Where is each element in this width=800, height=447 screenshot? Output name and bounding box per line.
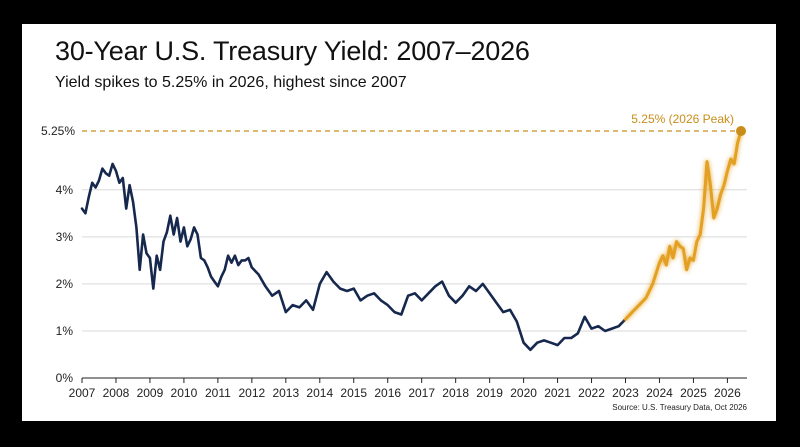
chart-card: 30-Year U.S. Treasury Yield: 2007–2026 Y… [22,24,776,421]
x-tick-label: 2014 [306,386,333,400]
x-tick-label: 2011 [205,386,231,400]
x-tick-label: 2013 [272,386,299,400]
x-tick-label: 2019 [476,386,503,400]
source-note: Source: U.S. Treasury Data, Oct 2026 [612,403,747,412]
x-tick-label: 2026 [714,386,741,400]
x-tick-label: 2016 [374,386,401,400]
chart-title: 30-Year U.S. Treasury Yield: 2007–2026 [55,36,530,66]
peak-point [736,126,746,136]
x-tick-label: 2020 [510,386,537,400]
series-line-recent [624,129,743,321]
y-tick-label: 3% [56,230,74,244]
x-tick-label: 2022 [578,386,605,400]
axes: 0% 1% 2% 3% 4% 2007 2008 2009 2010 2011 2012 2013 20… [56,183,747,400]
x-tick-label: 2010 [171,386,198,400]
chart-subtitle: Yield spikes to 5.25% in 2026, highest s… [55,74,407,91]
series [80,129,743,352]
y-tick-label: 4% [56,183,74,197]
x-tick-label: 2015 [340,386,367,400]
peak-reference-label: 5.25% [41,124,75,138]
gridlines [82,189,747,332]
series-line-historical [80,162,627,352]
x-tick-label: 2021 [544,386,571,400]
y-tick-label: 0% [56,371,74,385]
x-tick-label: 2024 [646,386,673,400]
x-tick-label: 2025 [680,386,707,400]
x-tick-label: 2023 [612,386,639,400]
x-tick-label: 2007 [69,386,96,400]
y-tick-label: 1% [56,324,74,338]
x-tick-label: 2008 [103,386,130,400]
x-tick-label: 2017 [408,386,435,400]
x-tick-label: 2009 [137,386,164,400]
x-tick-label: 2012 [238,386,265,400]
peak-point-label: 5.25% (2026 Peak) [631,112,734,126]
x-tick-label: 2018 [442,386,469,400]
y-tick-label: 2% [56,277,74,291]
annotations: 5.25% 5.25% (2026 Peak) [41,112,746,138]
